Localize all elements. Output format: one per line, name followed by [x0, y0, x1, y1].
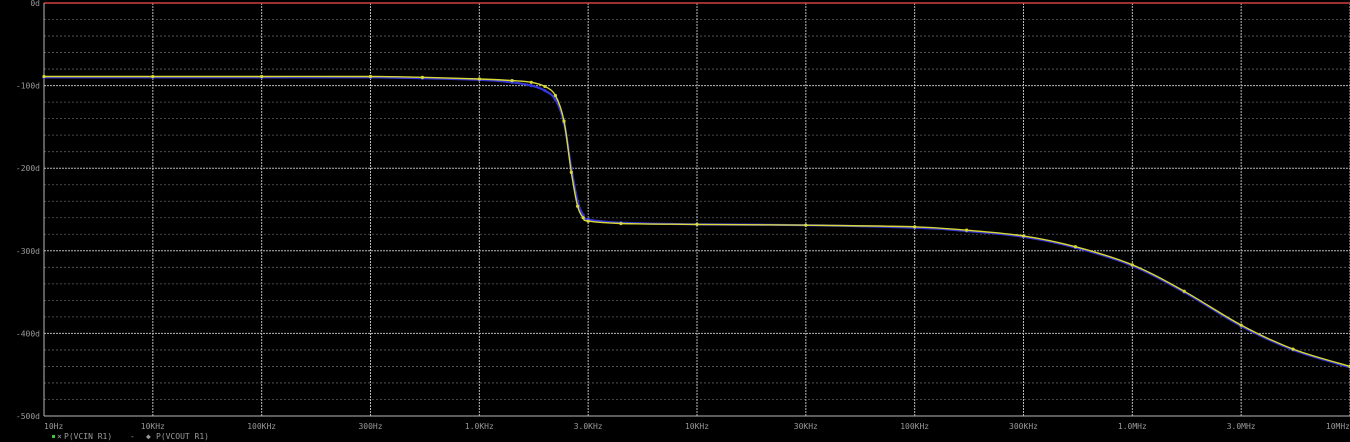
y-tick-label: -300d [16, 247, 40, 256]
data-point-vcout [510, 79, 514, 83]
data-point-vcout [543, 84, 547, 89]
legend-marker-vcin-symbol: × [57, 432, 62, 441]
data-point-vcin [529, 84, 533, 88]
data-point-vcout [581, 216, 585, 220]
data-point-vcout [619, 221, 623, 226]
x-tick-label: 10KHz [685, 422, 709, 431]
legend: × P(VCIN R1) - ◆ P(VCOUT R1) [52, 432, 209, 441]
y-tick-label: -500d [16, 412, 40, 421]
data-point-vcout [553, 93, 558, 98]
data-point-vcout [260, 74, 264, 79]
x-tick-labels: 10Hz 10KHz 100KHz 300Hz 1.0KHz 3.0KHz 10KHz 30K… [44, 422, 1350, 431]
series-layer [42, 74, 1350, 369]
x-tick-label: 300KHz [1009, 422, 1038, 431]
legend-separator: - [130, 432, 135, 441]
x-tick-label: 10MHz [1326, 422, 1350, 431]
data-point-vcout [1291, 347, 1295, 351]
x-tick-label: 300Hz [358, 422, 382, 431]
data-point-vcout [569, 170, 573, 174]
x-tick-label: 10Hz [44, 422, 63, 431]
data-point-vcout [1021, 234, 1026, 238]
data-point-vcout [42, 74, 46, 79]
data-point-vcout [1182, 289, 1186, 293]
y-tick-label: -400d [16, 329, 40, 338]
x-tick-label: 3.0KHz [574, 422, 603, 431]
y-tick-labels: 0d -100d -200d -300d -400d -500d [16, 0, 40, 421]
x-tick-label: 3.0MHz [1227, 422, 1256, 431]
data-point-vcout [151, 74, 155, 79]
data-point-vcout [576, 204, 580, 208]
legend-entry-vcout: P(VCOUT R1) [156, 432, 209, 441]
x-tick-label: 1.0MHz [1118, 422, 1147, 431]
x-tick-label: 1.0KHz [465, 422, 494, 431]
x-tick-label: 30KHz [794, 422, 818, 431]
data-point-vcout [695, 222, 699, 226]
data-point-vcout [1239, 323, 1243, 327]
data-point-vcout [562, 119, 566, 123]
data-point-vcin [553, 98, 558, 102]
data-point-vcout [913, 225, 917, 229]
legend-entry-vcin: P(VCIN R1) [64, 432, 112, 441]
data-point-vcout [420, 75, 425, 79]
data-point-vcin [543, 88, 547, 93]
data-point-vcout [586, 219, 590, 223]
data-point-vcout [1130, 263, 1134, 267]
legend-marker-vcin [52, 435, 55, 438]
data-point-vcout [1073, 245, 1078, 249]
data-point-vcout [529, 80, 533, 84]
y-tick-label: 0d [30, 0, 40, 8]
legend-marker-vcout-symbol: ◆ [146, 432, 151, 441]
x-tick-label: 100KHz [247, 422, 276, 431]
data-point-vcout [477, 77, 481, 81]
y-tick-label: -100d [16, 82, 40, 91]
data-point-vcout [804, 223, 808, 227]
x-tick-label: 10KHz [141, 422, 165, 431]
x-tick-label: 100KHz [900, 422, 929, 431]
y-tick-label: -200d [16, 164, 40, 173]
data-point-vcout [964, 228, 969, 232]
data-point-vcout [368, 74, 373, 79]
